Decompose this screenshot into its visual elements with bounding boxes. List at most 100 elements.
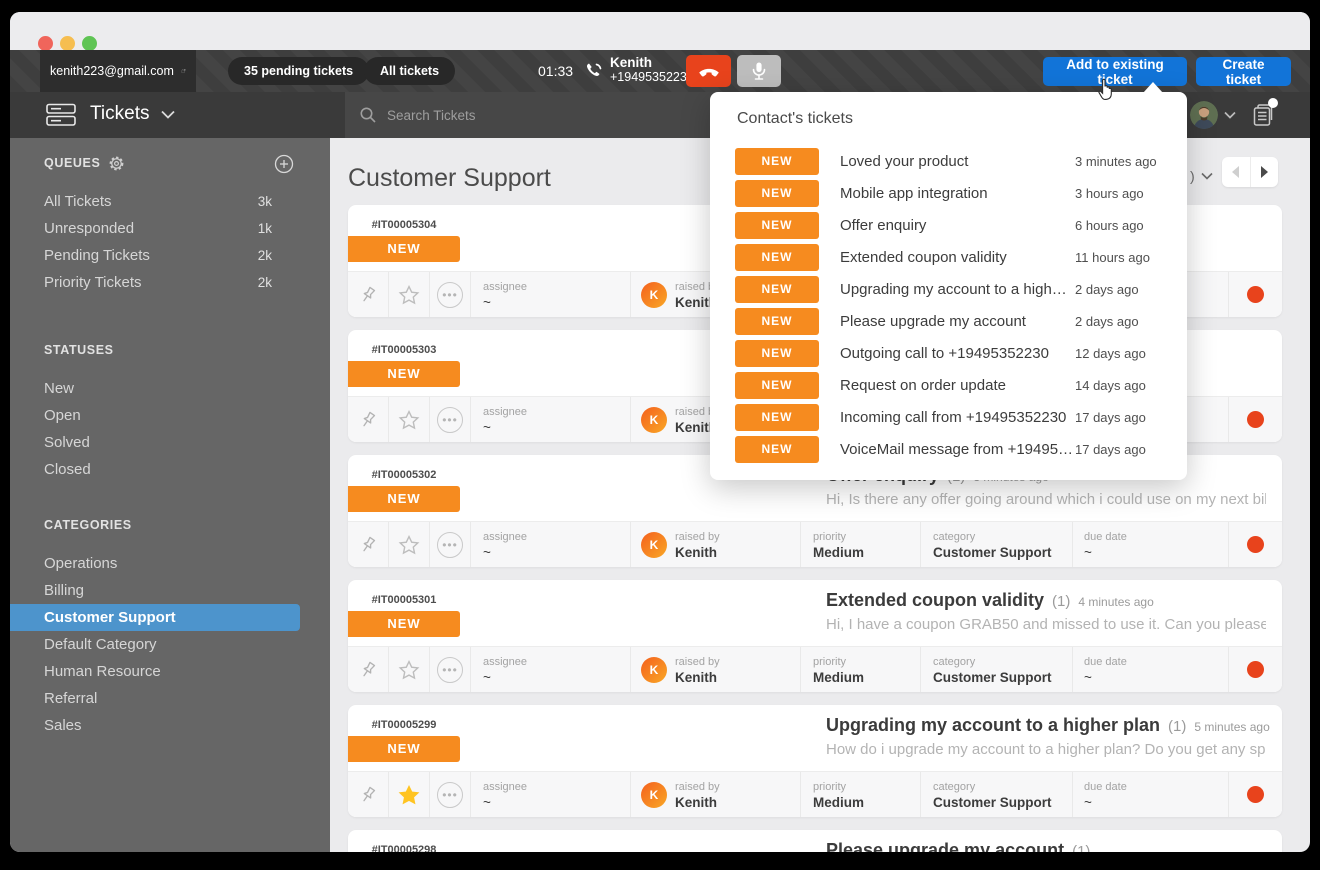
contact-ticket-row[interactable]: NEW Outgoing call to +19495352230 12 day… [710,337,1187,369]
user-avatar[interactable] [1190,101,1218,129]
window-zoom-button[interactable] [82,36,97,51]
star-button[interactable] [389,522,430,567]
call-toolbar: kenith223@gmail.com 35 pending tickets A… [10,50,1310,92]
raised-by-cell[interactable]: K raised by Kenith [631,772,801,817]
ticket-title-link[interactable]: Extended coupon validity [826,590,1045,610]
ticket-title-link[interactable]: Please upgrade my account [826,840,1065,852]
contact-ticket-row[interactable]: NEW Extended coupon validity 11 hours ag… [710,241,1187,273]
star-button[interactable] [389,272,430,317]
contact-ticket-time: 3 hours ago [1075,185,1144,201]
category-cell[interactable]: category Customer Support [921,772,1073,817]
page-title: Customer Support [348,164,551,192]
assignee-cell[interactable]: assignee ~ [471,647,631,692]
star-button[interactable] [389,772,430,817]
star-button[interactable] [389,647,430,692]
add-to-existing-ticket-button[interactable]: Add to existing ticket [1043,57,1187,87]
raised-by-cell[interactable]: K raised by Kenith [631,522,801,567]
previous-page-button[interactable] [1222,157,1251,187]
all-tickets-pill[interactable]: All tickets [364,57,456,85]
user-menu-chevron-icon[interactable] [1224,111,1236,119]
more-options-button[interactable]: ••• [430,647,471,692]
status-badge-new: NEW [735,147,819,175]
sidebar-category-item[interactable]: Default Category [10,631,330,658]
unread-indicator-cell [1229,522,1282,567]
sidebar-status-item[interactable]: Solved [10,429,330,456]
sidebar-queue-item[interactable]: Unresponded 1k [10,215,330,242]
sidebar-queue-item[interactable]: Priority Tickets 2k [10,269,330,296]
priority-cell[interactable]: priority Medium [801,772,921,817]
pin-button[interactable] [348,397,389,442]
sidebar-queue-item[interactable]: All Tickets 3k [10,188,330,215]
pin-button[interactable] [348,647,389,692]
status-badge-new: NEW [735,339,819,367]
raised-by-cell[interactable]: K raised by Kenith [631,647,801,692]
more-options-button[interactable]: ••• [430,772,471,817]
window-minimize-button[interactable] [60,36,75,51]
pin-button[interactable] [348,272,389,317]
category-cell[interactable]: category Customer Support [921,522,1073,567]
contact-ticket-row[interactable]: NEW Offer enquiry 6 hours ago [710,209,1187,241]
sidebar-queue-item[interactable]: Pending Tickets 2k [10,242,330,269]
contact-ticket-row[interactable]: NEW Request on order update 14 days ago [710,369,1187,401]
contact-ticket-row[interactable]: NEW Please upgrade my account 2 days ago [710,305,1187,337]
ticket-card[interactable]: #IT00005298 NEW Please upgrade my accoun… [348,830,1282,852]
sidebar-status-item[interactable]: New [10,375,330,402]
more-options-button[interactable]: ••• [430,272,471,317]
ticket-card[interactable]: #IT00005299 NEW Upgrading my account to … [348,705,1282,817]
results-count[interactable]: ) [1190,168,1213,184]
sidebar-category-item[interactable]: Operations [10,550,330,577]
contact-ticket-row[interactable]: NEW Loved your product 3 minutes ago [710,145,1187,177]
add-queue-button[interactable] [274,154,294,174]
next-page-button[interactable] [1251,157,1279,187]
status-badge-new: NEW [735,179,819,207]
sidebar: QUEUES All Tickets 3k Unresponded 1k Pen… [10,138,330,852]
mute-microphone-button[interactable] [737,55,781,87]
contact-ticket-time: 6 hours ago [1075,217,1144,233]
assignee-cell[interactable]: assignee ~ [471,397,631,442]
module-switcher[interactable]: Tickets [90,103,176,125]
contact-ticket-row[interactable]: NEW VoiceMail message from +19495… 17 da… [710,433,1187,465]
sidebar-category-item[interactable]: Customer Support [10,604,300,631]
assignee-value: ~ [483,669,491,685]
ticket-card[interactable]: #IT00005301 NEW Extended coupon validity… [348,580,1282,692]
due-date-cell[interactable]: due date ~ [1073,647,1229,692]
contact-ticket-row[interactable]: NEW Upgrading my account to a high… 2 da… [710,273,1187,305]
assignee-cell[interactable]: assignee ~ [471,272,631,317]
sidebar-status-item[interactable]: Closed [10,456,330,483]
contact-ticket-time: 17 days ago [1075,409,1146,425]
tickets-app-icon[interactable] [44,101,78,129]
sidebar-category-item[interactable]: Human Resource [10,658,330,685]
category-cell[interactable]: category Customer Support [921,647,1073,692]
contact-ticket-time: 2 days ago [1075,281,1139,297]
contact-email-chip[interactable]: kenith223@gmail.com [40,50,196,92]
sidebar-category-item[interactable]: Referral [10,685,330,712]
ticket-card-top: #IT00005301 NEW Extended coupon validity… [348,580,1282,646]
caller-number: +19495352230 [610,70,694,84]
create-ticket-button[interactable]: Create ticket [1196,57,1291,87]
pin-button[interactable] [348,522,389,567]
sidebar-category-item[interactable]: Sales [10,712,330,739]
window-close-button[interactable] [38,36,53,51]
queues-settings-gear-icon[interactable] [108,155,125,172]
ticket-title-link[interactable]: Upgrading my account to a higher plan [826,715,1161,735]
priority-cell[interactable]: priority Medium [801,647,921,692]
search-input[interactable] [387,107,687,123]
assignee-cell[interactable]: assignee ~ [471,772,631,817]
pin-button[interactable] [348,772,389,817]
sidebar-category-item[interactable]: Billing [10,577,330,604]
hang-up-button[interactable] [686,55,731,87]
activity-feed-icon[interactable] [1250,102,1276,128]
more-options-button[interactable]: ••• [430,522,471,567]
assignee-cell[interactable]: assignee ~ [471,522,631,567]
pending-tickets-pill[interactable]: 35 pending tickets [228,57,370,85]
due-date-cell[interactable]: due date ~ [1073,772,1229,817]
star-button[interactable] [389,397,430,442]
priority-cell[interactable]: priority Medium [801,522,921,567]
contact-ticket-row[interactable]: NEW Incoming call from +19495352230 17 d… [710,401,1187,433]
status-label: Closed [44,461,91,478]
contact-ticket-row[interactable]: NEW Mobile app integration 3 hours ago [710,177,1187,209]
due-date-cell[interactable]: due date ~ [1073,522,1229,567]
raised-by-cell[interactable]: K raised by Kenith [631,272,801,317]
sidebar-status-item[interactable]: Open [10,402,330,429]
more-options-button[interactable]: ••• [430,397,471,442]
